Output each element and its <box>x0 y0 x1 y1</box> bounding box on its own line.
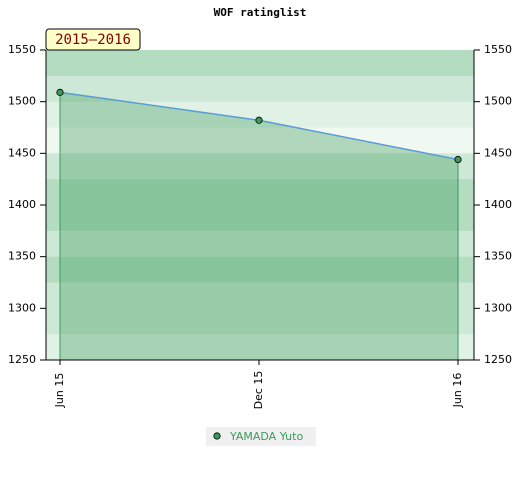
legend-label: YAMADA Yuto <box>229 430 303 443</box>
y-tick-label: 1400 <box>8 198 36 211</box>
band <box>46 334 474 361</box>
legend <box>206 427 316 446</box>
y2-tick-label: 1350 <box>484 250 512 263</box>
plot-background <box>46 50 474 361</box>
band <box>46 205 474 232</box>
area <box>60 92 458 360</box>
y-tick-label: 1450 <box>8 146 36 159</box>
x-tick-label: Jun 15 <box>53 373 66 409</box>
y2-tick-label: 1250 <box>484 353 512 366</box>
band <box>46 153 474 180</box>
point <box>56 88 64 96</box>
band <box>46 75 474 103</box>
y-tick-label: 1250 <box>8 353 36 366</box>
y2-tick-label: 1500 <box>484 95 512 108</box>
plot <box>56 88 462 360</box>
legend-marker <box>213 432 221 440</box>
x-tick-label: Jun 16 <box>451 373 464 409</box>
annotation-box <box>45 28 141 51</box>
y2-tick-label: 1400 <box>484 198 512 211</box>
y2-tick-label: 1300 <box>484 301 512 314</box>
y2-tick-label: 1550 <box>484 43 512 56</box>
band <box>46 256 474 283</box>
y-tick-label: 1500 <box>8 95 36 108</box>
y-tick-label: 1550 <box>8 43 36 56</box>
annotation: 2015–2016 <box>55 32 131 48</box>
band <box>46 50 474 77</box>
band <box>46 308 474 335</box>
y-tick-label: 1350 <box>8 250 36 263</box>
band <box>46 179 474 206</box>
chart-title: WOF ratinglist <box>214 6 307 19</box>
band <box>46 282 474 309</box>
band <box>46 230 474 258</box>
y2-tick-label: 1450 <box>484 146 512 159</box>
point <box>454 155 462 164</box>
y-tick-label: 1300 <box>8 301 36 314</box>
band <box>46 127 474 154</box>
x-tick-label: Dec 15 <box>252 371 265 410</box>
point <box>255 116 263 124</box>
